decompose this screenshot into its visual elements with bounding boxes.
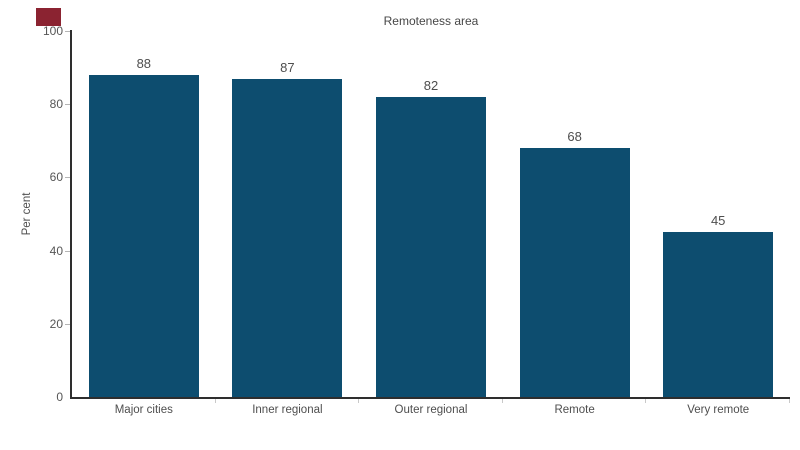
bar — [663, 232, 774, 397]
x-tick-label: Outer regional — [394, 404, 468, 416]
category-slot: 88 Major cities — [72, 31, 216, 416]
bar — [232, 78, 343, 397]
category-slot: 87 Inner regional — [216, 31, 360, 416]
bar-value-label: 68 — [567, 129, 582, 145]
y-tick-label: 40 — [49, 243, 63, 258]
category-slot: 82 Outer regional — [359, 31, 503, 416]
y-tick-label: 80 — [49, 97, 63, 112]
x-boundary-tick — [358, 399, 360, 403]
x-axis-line — [70, 397, 790, 399]
y-tick-label: 20 — [49, 316, 63, 331]
x-boundary-tick — [501, 399, 503, 403]
y-tick-label: 60 — [49, 170, 63, 185]
bar — [519, 148, 630, 397]
y-axis-line — [70, 30, 72, 399]
x-tick-label: Inner regional — [252, 404, 323, 416]
category-slot: 68 Remote — [503, 31, 647, 416]
y-tick-mark — [65, 31, 70, 32]
x-tick-label: Major cities — [114, 404, 173, 416]
x-tick-label: Very remote — [687, 404, 750, 416]
category-slot: 45 Very remote — [646, 31, 790, 416]
bar-value-label: 82 — [423, 77, 439, 93]
logo-mark — [36, 8, 61, 26]
bar-value-label: 45 — [710, 213, 726, 229]
bar-value-label: 88 — [136, 55, 152, 71]
y-axis-title: Per cent — [21, 192, 33, 236]
chart-title: Remoteness area — [383, 14, 479, 28]
x-boundary-tick — [789, 399, 790, 403]
y-tick-mark — [65, 323, 70, 325]
bar — [88, 74, 199, 397]
plot-area: 88 Major cities 87 Inner regional 82 Outer re… — [72, 31, 790, 416]
y-tick-mark — [65, 250, 70, 252]
y-tick-label: 0 — [56, 390, 63, 404]
y-tick-mark — [65, 177, 70, 179]
y-tick-mark — [65, 104, 70, 106]
y-tick-label: 100 — [42, 24, 63, 38]
bar-value-label: 87 — [280, 59, 295, 75]
x-boundary-tick — [214, 399, 216, 403]
bar — [375, 96, 486, 397]
x-boundary-tick — [645, 399, 647, 403]
x-tick-label: Remote — [554, 404, 595, 416]
